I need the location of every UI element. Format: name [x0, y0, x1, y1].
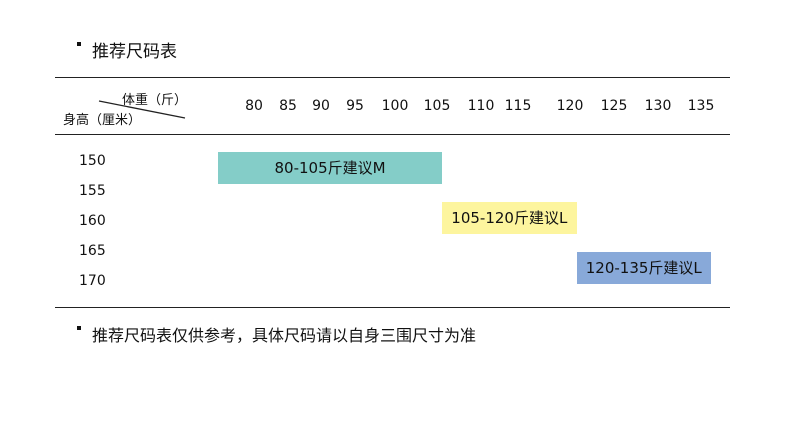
weight-column-label: 115 [504, 98, 532, 114]
height-header: 身高（厘米） [63, 113, 142, 128]
weight-column-label: 130 [644, 98, 672, 114]
divider [55, 134, 730, 135]
height-row-label: 155 [79, 183, 106, 199]
weight-column-label: 110 [467, 98, 495, 114]
weight-column-label: 105 [423, 98, 451, 114]
divider [55, 307, 730, 308]
chart-title: 推荐尺码表 [92, 42, 177, 62]
divider [55, 77, 730, 78]
weight-header: 体重（斤） [122, 93, 188, 108]
weight-column-label: 90 [312, 98, 330, 114]
height-row-label: 170 [79, 273, 106, 289]
weight-column-label: 95 [346, 98, 364, 114]
height-row-label: 150 [79, 153, 106, 169]
weight-column-label: 100 [381, 98, 409, 114]
size-bar: 120-135斤建议L [576, 252, 711, 284]
weight-column-label: 120 [556, 98, 584, 114]
bullet-icon [77, 326, 81, 330]
footnote: 推荐尺码表仅供参考，具体尺码请以自身三围尺寸为准 [92, 326, 477, 345]
size-bar: 105-120斤建议L [442, 202, 577, 234]
height-row-label: 160 [79, 213, 106, 229]
weight-column-label: 135 [687, 98, 715, 114]
height-row-label: 165 [79, 243, 106, 259]
weight-column-label: 125 [600, 98, 628, 114]
size-bar: 80-105斤建议M [218, 152, 443, 184]
weight-column-label: 85 [279, 98, 297, 114]
bullet-icon [77, 42, 81, 46]
weight-column-label: 80 [245, 98, 263, 114]
